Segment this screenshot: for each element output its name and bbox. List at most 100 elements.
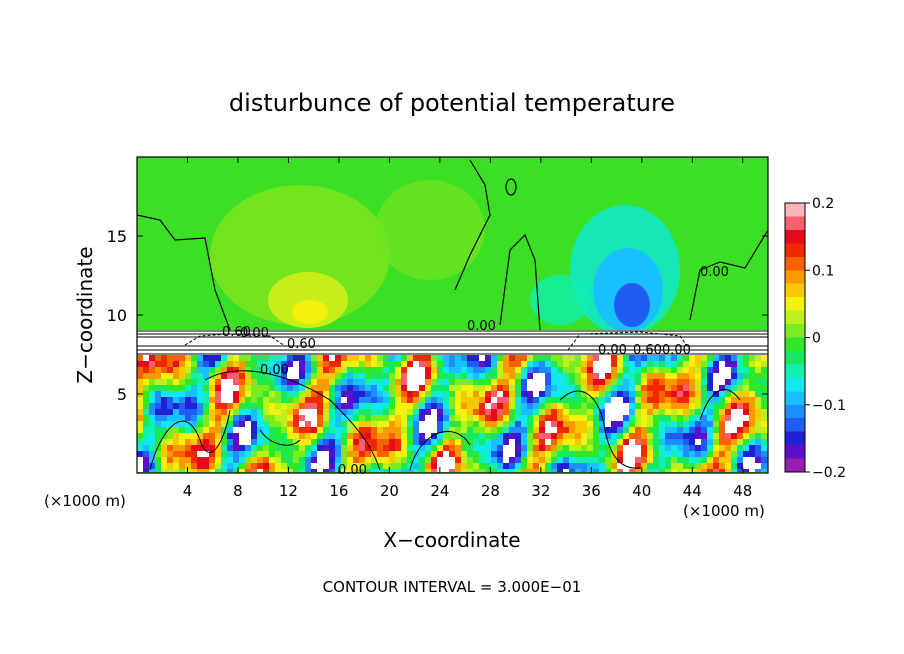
field-cell <box>347 391 354 398</box>
field-cell <box>449 457 456 464</box>
field-cell <box>281 457 288 464</box>
field-cell <box>173 463 180 470</box>
field-cell <box>407 415 414 422</box>
field-cell <box>233 355 240 362</box>
field-cell <box>257 391 264 398</box>
field-cell <box>293 421 300 428</box>
field-cell <box>287 445 294 452</box>
field-cell <box>299 463 306 470</box>
field-cell <box>677 373 684 380</box>
field-cell <box>311 445 318 452</box>
field-cell <box>533 433 540 440</box>
field-cell <box>413 433 420 440</box>
field-cell <box>761 445 768 452</box>
field-cell <box>233 379 240 386</box>
field-cell <box>467 373 474 380</box>
field-cell <box>437 463 444 470</box>
field-cell <box>569 433 576 440</box>
field-cell <box>383 361 390 368</box>
field-cell <box>707 463 714 470</box>
field-cell <box>467 361 474 368</box>
contour-line <box>454 159 491 291</box>
field-cell <box>581 469 588 472</box>
field-cell <box>173 397 180 404</box>
field-cell <box>581 403 588 410</box>
field-cell <box>173 433 180 440</box>
field-cell <box>755 385 762 392</box>
field-cell <box>371 463 378 470</box>
field-cell <box>347 373 354 380</box>
field-cell <box>269 379 276 386</box>
field-cell <box>533 457 540 464</box>
field-cell <box>569 373 576 380</box>
field-cell <box>437 451 444 458</box>
field-cell <box>341 445 348 452</box>
field-cell <box>317 355 324 362</box>
field-cell <box>245 445 252 452</box>
field-cell <box>359 451 366 458</box>
field-cell <box>287 427 294 434</box>
field-cell <box>581 439 588 446</box>
field-cell <box>515 403 522 410</box>
field-cell <box>173 403 180 410</box>
field-cell <box>167 385 174 392</box>
field-cell <box>665 469 672 472</box>
field-cell <box>269 439 276 446</box>
field-cell <box>515 457 522 464</box>
field-cell <box>527 445 534 452</box>
field-cell <box>503 403 510 410</box>
field-cell <box>395 355 402 362</box>
field-cell <box>413 403 420 410</box>
field-cell <box>215 445 222 452</box>
field-cell <box>557 469 564 472</box>
field-cell <box>719 391 726 398</box>
field-cell <box>521 391 528 398</box>
field-cell <box>257 469 264 472</box>
field-cell <box>647 463 654 470</box>
field-cell <box>377 409 384 416</box>
field-cell <box>455 463 462 470</box>
field-cell <box>527 409 534 416</box>
field-cell <box>275 445 282 452</box>
field-cell <box>689 403 696 410</box>
field-cell <box>227 469 234 472</box>
field-cell <box>581 409 588 416</box>
field-cell <box>179 433 186 440</box>
field-cell <box>725 445 732 452</box>
field-cell <box>485 361 492 368</box>
field-cell <box>269 385 276 392</box>
x-axis-label: X−coordinate <box>383 528 520 552</box>
field-cell <box>743 391 750 398</box>
field-cell <box>467 421 474 428</box>
field-cell <box>695 439 702 446</box>
field-cell <box>761 361 768 368</box>
field-cell <box>719 361 726 368</box>
field-cell <box>155 427 162 434</box>
field-cell <box>545 463 552 470</box>
upper-field <box>137 159 768 330</box>
field-cell <box>161 457 168 464</box>
field-cell <box>143 439 150 446</box>
field-cell <box>647 403 654 410</box>
x-unit-left: (×1000 m) <box>44 492 126 510</box>
contour-label: 0.00 <box>700 265 729 280</box>
field-cell <box>479 451 486 458</box>
field-cell <box>737 355 744 362</box>
field-cell <box>293 445 300 452</box>
field-cell <box>467 379 474 386</box>
field-cell <box>317 463 324 470</box>
field-cell <box>569 409 576 416</box>
field-cell <box>221 451 228 458</box>
field-cell <box>173 439 180 446</box>
field-cell <box>437 415 444 422</box>
field-cell <box>359 379 366 386</box>
field-cell <box>671 469 678 472</box>
field-cell <box>653 469 660 472</box>
field-cell <box>515 433 522 440</box>
field-cell <box>755 379 762 386</box>
field-cell <box>521 439 528 446</box>
field-cell <box>245 391 252 398</box>
field-cell <box>623 451 630 458</box>
field-cell <box>749 379 756 386</box>
field-cell <box>143 403 150 410</box>
